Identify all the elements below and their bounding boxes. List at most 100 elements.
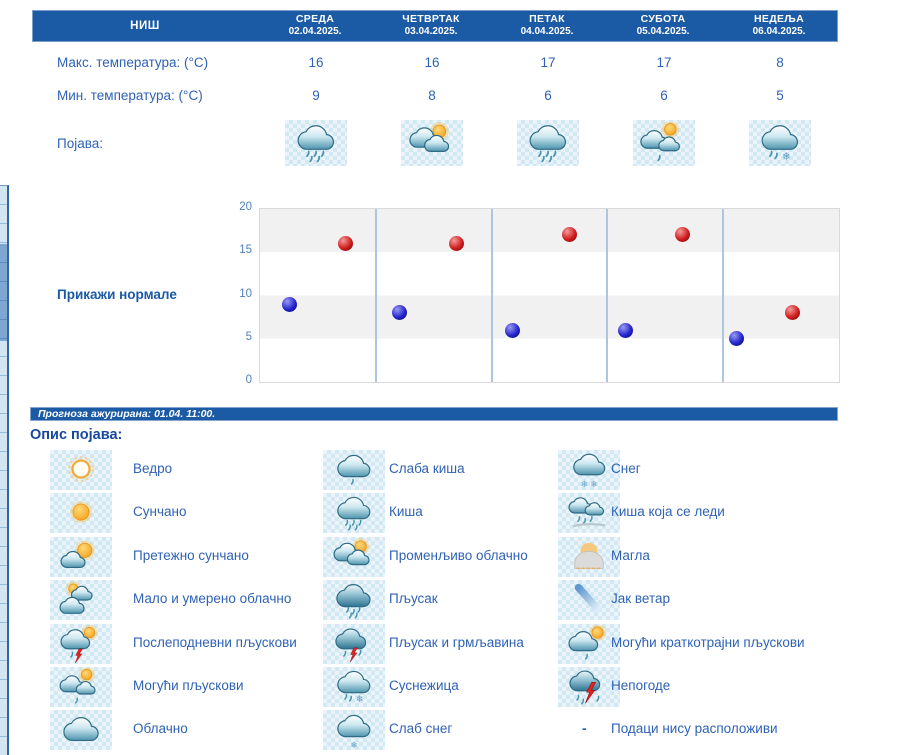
sidebar-edge xyxy=(0,185,9,755)
legend-icon-cell xyxy=(50,536,112,577)
legend-icon-cell xyxy=(323,623,385,664)
legend-icon-cell xyxy=(323,450,385,490)
legend-label: Суснежица xyxy=(389,678,459,693)
min-temp-dot xyxy=(392,305,408,321)
max-temp-dot xyxy=(784,305,800,321)
min-temp-value: 6 xyxy=(660,88,668,103)
variable-cloudy-icon xyxy=(327,537,381,576)
mostly-sunny-icon xyxy=(54,540,95,576)
svg-text:❄: ❄ xyxy=(356,694,364,705)
legend-label: Јак ветар xyxy=(611,591,671,607)
legend-icon-cell xyxy=(50,450,112,490)
min-temp-dot xyxy=(281,296,297,312)
day-separator xyxy=(490,209,493,382)
fog-icon xyxy=(574,542,604,569)
possible-showers-icon xyxy=(636,122,692,162)
legend-icon-cell xyxy=(323,580,385,621)
appearance-row: ❄ xyxy=(258,120,838,166)
day-header: ПЕТАК 04.04.2025. xyxy=(489,11,605,41)
legend-label: Слаб снег xyxy=(389,721,453,737)
light-rain-icon xyxy=(327,451,381,485)
y-tick-label: 0 xyxy=(245,374,252,386)
possible-showers-icon xyxy=(54,668,108,704)
afternoon-showers-icon xyxy=(54,624,98,663)
shower-icon xyxy=(327,581,381,619)
legend-label: Ведро xyxy=(133,461,173,476)
show-normals-link[interactable]: Прикажи нормале xyxy=(57,287,177,302)
sleet-icon: ❄ xyxy=(327,668,381,705)
max-temp-dot xyxy=(562,227,578,243)
day-date: 02.04.2025. xyxy=(288,26,342,38)
variable-cloudy-icon xyxy=(404,122,460,164)
max-temp-label: Макс. температура: (°C) xyxy=(57,55,209,70)
appearance-icon-cell xyxy=(285,120,347,166)
appearance-icon-cell xyxy=(517,120,579,166)
min-temp-dot xyxy=(728,331,744,347)
min-temp-value: 8 xyxy=(428,88,436,103)
day-header: ЧЕТВРТАК 03.04.2025. xyxy=(373,11,489,41)
legend-icon-cell xyxy=(323,536,385,577)
legend-icon-cell xyxy=(558,667,620,707)
legend-label: Променљиво облачно xyxy=(389,547,528,563)
update-bar: Прогноза ажурирана: 01.04. 11:00. xyxy=(30,407,838,421)
day-date: 04.04.2025. xyxy=(520,26,574,38)
legend-icon-cell: ❄ xyxy=(323,667,385,707)
strong-wind-icon xyxy=(574,584,602,613)
storm-icon xyxy=(562,668,616,705)
day-name: ЧЕТВРТАК xyxy=(402,13,460,26)
legend-label: Слаба киша xyxy=(389,461,465,476)
min-temp-dot xyxy=(617,322,633,338)
legend-label: Снег xyxy=(611,461,641,476)
min-temp-row: 9 8 6 6 5 xyxy=(258,88,838,103)
legend-label: Облачно xyxy=(133,721,188,737)
y-tick-label: 5 xyxy=(245,330,252,343)
rain-icon xyxy=(288,122,344,163)
legend-label: Магла xyxy=(611,547,650,563)
day-date: 05.04.2025. xyxy=(636,26,690,38)
forecast-table-header: НИШ СРЕДА 02.04.2025. ЧЕТВРТАК 03.04.2025. П… xyxy=(32,10,838,42)
legend-title: Опис појава: xyxy=(30,427,123,443)
day-separator xyxy=(606,209,609,382)
day-header: НЕДЕЉА 06.04.2025. xyxy=(721,11,837,41)
y-tick-label: 15 xyxy=(239,244,252,257)
legend-label: Подаци нису расположиви xyxy=(611,721,778,737)
sunny-icon xyxy=(70,501,92,524)
legend-icon-cell: ❄ xyxy=(323,710,385,751)
legend-label: Пљусак xyxy=(389,591,438,607)
legend-icon-cell xyxy=(558,536,620,577)
min-temp-dot xyxy=(505,322,521,338)
appearance-cell: ❄ xyxy=(722,120,838,166)
appearance-icon-cell xyxy=(401,120,463,166)
legend-icon-cell xyxy=(50,580,112,621)
freezing-rain-icon xyxy=(562,494,606,528)
max-temp-value: 17 xyxy=(540,55,556,70)
max-temp-dot xyxy=(449,236,465,252)
svg-text:❄: ❄ xyxy=(581,480,588,489)
day-name: СУБОТА xyxy=(640,13,686,26)
y-tick-label: 10 xyxy=(239,287,252,300)
max-temp-value: 16 xyxy=(308,55,324,70)
svg-text:❄: ❄ xyxy=(782,151,791,163)
day-name: СРЕДА xyxy=(295,13,335,26)
max-temp-value: 16 xyxy=(424,55,440,70)
day-name: ПЕТАК xyxy=(529,13,565,26)
sleet-icon: ❄ xyxy=(752,122,808,163)
day-header: СРЕДА 02.04.2025. xyxy=(257,11,373,41)
min-temp-value: 6 xyxy=(544,88,552,103)
clear-icon xyxy=(68,456,94,482)
day-date: 03.04.2025. xyxy=(404,26,458,38)
appearance-cell xyxy=(490,120,606,166)
legend-icon-cell xyxy=(50,710,112,751)
min-temp-value: 5 xyxy=(776,88,784,103)
max-temp-row: 16 16 17 17 8 xyxy=(258,55,838,70)
plot-area xyxy=(259,208,840,383)
snow-icon: ❄ ❄ xyxy=(562,451,616,489)
legend-label: Киша која се леди xyxy=(611,504,725,520)
legend-icon-cell xyxy=(323,493,385,534)
sidebar-edge-active-section xyxy=(0,244,7,341)
shower-thunder-icon xyxy=(327,625,381,662)
legend-label: Могући краткотрајни пљускови xyxy=(611,634,805,650)
legend-icon-cell xyxy=(50,623,112,664)
legend-icon-cell xyxy=(50,667,112,707)
